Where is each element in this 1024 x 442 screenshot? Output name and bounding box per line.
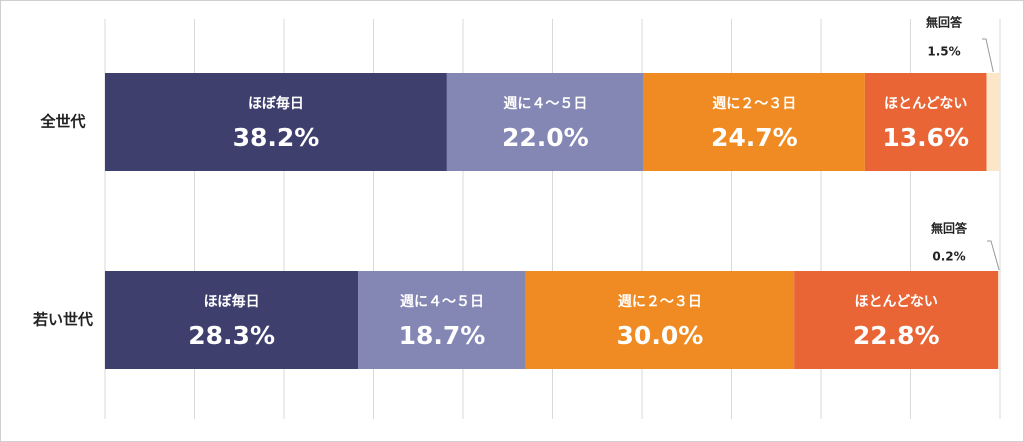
segment-category-row1-series2: 週に４～５日 [503,96,587,112]
bar-segments [105,73,1000,369]
segment-value-row1-series2: 22.0% [502,123,589,152]
segment-value-row1-series1: 38.2% [233,123,320,152]
segment-value-row1-series3: 24.7% [711,123,798,152]
bar-segment-row2-series5 [998,271,1000,369]
segment-labels: ほぼ毎日 38.2% 週に４～５日 22.0% 週に２～３日 24.7% ほとんどない 13.… [188,95,969,350]
no-answer-annotations: 無回答 1.5% 無回答 0.2% [926,15,1000,271]
no-answer-value-row1: 1.5% [927,45,960,59]
segment-category-row2-series2: 週に４～５日 [400,294,484,310]
bar-segment-row2-series2 [358,271,526,369]
no-answer-label-row2: 無回答 [931,221,968,236]
segment-category-row1-series4: ほとんどない [884,96,967,112]
segment-value-row2-series2: 18.7% [399,321,486,350]
bar-segment-row1-series2 [446,73,644,171]
segment-value-row1-series4: 13.6% [882,123,969,152]
segment-category-row2-series4: ほとんどない [855,294,938,310]
segment-category-row2-series3: 週に２～３日 [618,294,702,310]
no-answer-label-row1: 無回答 [926,15,963,30]
bar-segment-row2-series4 [794,271,999,369]
bar-segment-row1-series3 [643,73,865,171]
row-label-all-generations: 全世代 [39,113,85,131]
segment-category-row2-series1: ほぼ毎日 [204,293,260,310]
segment-value-row2-series1: 28.3% [188,321,275,350]
bar-segment-row2-series1 [105,271,359,369]
no-answer-leader-line-row1 [982,38,994,73]
segment-value-row2-series3: 30.0% [617,321,704,350]
segment-category-row1-series3: 週に２～３日 [712,96,796,112]
bar-segment-row1-series4 [864,73,987,171]
bar-segment-row1-series1 [105,73,447,171]
no-answer-value-row2: 0.2% [932,250,965,264]
row-labels: 全世代 若い世代 [32,113,93,329]
bar-segment-row1-series5 [986,73,1000,171]
no-answer-leader-line-row2 [987,240,1000,271]
bar-segment-row2-series3 [525,271,795,369]
segment-value-row2-series4: 22.8% [853,321,940,350]
segment-category-row1-series1: ほぼ毎日 [248,95,304,112]
row-label-young-generation: 若い世代 [32,311,93,329]
